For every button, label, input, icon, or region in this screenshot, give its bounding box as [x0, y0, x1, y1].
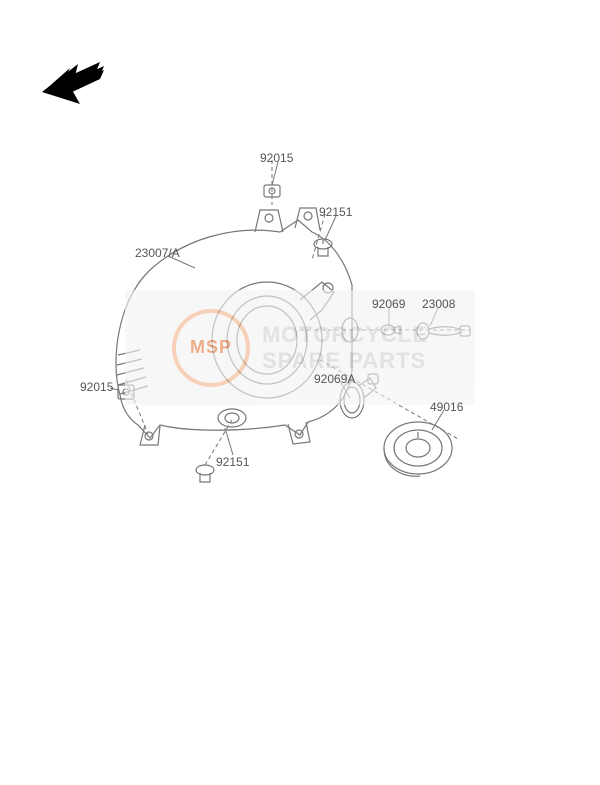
part-bolt-bottom — [196, 465, 214, 482]
diagram-canvas: MSP MOTORCYCLE SPARE PARTS 92015 23007/A… — [0, 0, 600, 785]
label-92069A: 92069A — [314, 372, 355, 386]
label-92015-top: 92015 — [260, 151, 293, 165]
direction-arrow — [42, 62, 104, 104]
label-92069: 92069 — [372, 297, 405, 311]
watermark-line2: SPARE PARTS — [262, 348, 428, 373]
label-23007A: 23007/A — [135, 246, 180, 260]
watermark-badge: MSP — [172, 309, 250, 387]
label-92151-bot: 92151 — [216, 455, 249, 469]
watermark-line1: MOTORCYCLE — [262, 322, 428, 347]
label-92151-top: 92151 — [319, 205, 352, 219]
watermark-badge-text: MSP — [190, 337, 232, 358]
watermark-text: MOTORCYCLE SPARE PARTS — [262, 322, 428, 373]
label-92015-left: 92015 — [80, 380, 113, 394]
label-49016: 49016 — [430, 400, 463, 414]
label-23008: 23008 — [422, 297, 455, 311]
